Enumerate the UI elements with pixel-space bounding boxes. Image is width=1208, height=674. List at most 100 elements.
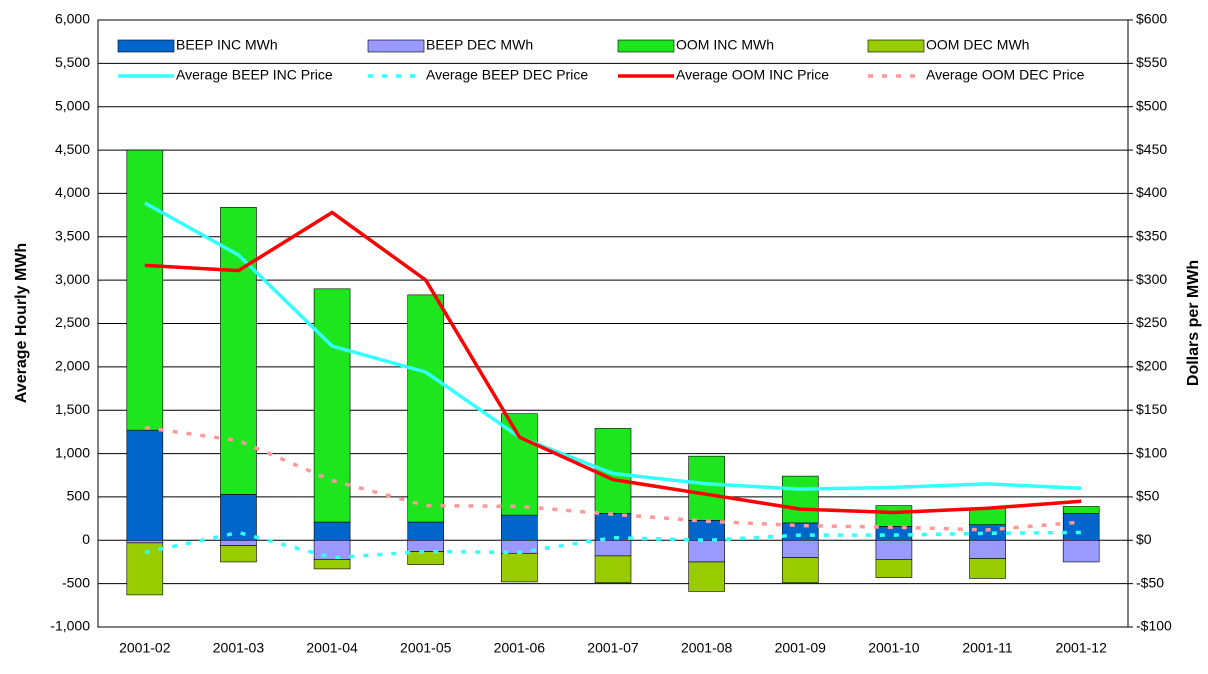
legend-label: OOM DEC MWh — [926, 37, 1029, 53]
y-tick-label: 6,000 — [55, 11, 90, 27]
plot-frame — [97, 19, 1129, 628]
y2-axis-title: Dollars per MWh — [1185, 260, 1202, 386]
bar — [688, 520, 725, 541]
y2-tick-label: $350 — [1136, 227, 1167, 243]
bar — [781, 557, 819, 584]
price-line — [144, 425, 1082, 532]
y-tick-label: 2,000 — [55, 358, 90, 374]
bar — [407, 551, 445, 565]
bar — [407, 539, 445, 552]
bar — [313, 288, 351, 523]
y-tick-label: 4,000 — [55, 184, 90, 200]
bar — [688, 561, 725, 592]
bar — [1062, 513, 1100, 541]
x-tick-label: 2001-05 — [400, 640, 452, 656]
bar — [969, 507, 1006, 525]
bar — [407, 294, 445, 523]
y-tick-label: 5,500 — [55, 54, 90, 70]
y2-tick-label: $500 — [1136, 97, 1167, 113]
y2-tick-label: $450 — [1136, 141, 1167, 157]
y-tick-label: 3,000 — [55, 271, 90, 287]
bar — [781, 522, 819, 541]
y2-tick-label: $550 — [1136, 54, 1167, 70]
bar — [781, 539, 819, 558]
y-tick-label: 5,000 — [55, 97, 90, 113]
bar — [501, 552, 538, 583]
legend-label: BEEP INC MWh — [176, 37, 278, 53]
bar — [313, 539, 351, 560]
bar — [688, 455, 725, 521]
legend-label: Average OOM DEC Price — [926, 67, 1085, 83]
y2-tick-label: $100 — [1136, 444, 1167, 460]
x-tick-label: 2001-03 — [213, 640, 265, 656]
legend-label: OOM INC MWh — [676, 37, 774, 53]
y2-tick-label: $150 — [1136, 401, 1167, 417]
x-tick-label: 2001-07 — [587, 640, 639, 656]
y-tick-label: 500 — [67, 488, 91, 504]
legend-swatch — [117, 39, 175, 53]
x-tick-label: 2001-11 — [962, 640, 1013, 656]
y-tick-label: 1,000 — [55, 444, 90, 460]
bar — [126, 429, 164, 541]
legend-label: Average BEEP INC Price — [176, 67, 333, 83]
bar — [594, 555, 632, 584]
y-tick-label: -1,000 — [50, 618, 90, 634]
y2-tick-label: -$50 — [1136, 574, 1164, 590]
bar — [594, 539, 632, 557]
bar — [220, 207, 257, 495]
price-line — [144, 530, 1082, 560]
bar — [969, 539, 1006, 559]
legend-swatch — [867, 39, 925, 53]
legend-label: Average OOM INC Price — [676, 67, 829, 83]
y2-tick-label: $200 — [1136, 358, 1167, 374]
legend-swatch — [617, 39, 675, 53]
bar — [126, 539, 164, 544]
bar — [313, 521, 351, 541]
bar — [969, 558, 1006, 579]
bar — [313, 559, 351, 570]
x-tick-label: 2001-08 — [681, 640, 733, 656]
bar — [781, 475, 819, 524]
bar — [875, 539, 913, 560]
bar — [407, 521, 445, 541]
y-tick-label: 1,500 — [55, 401, 90, 417]
x-tick-label: 2001-12 — [1055, 640, 1107, 656]
bar — [220, 539, 257, 546]
bar — [501, 514, 538, 541]
y-tick-label: 4,500 — [55, 141, 90, 157]
y2-tick-label: -$100 — [1136, 618, 1172, 634]
bar — [220, 494, 257, 541]
bar — [594, 513, 632, 541]
bar — [969, 524, 1006, 541]
y2-tick-label: $50 — [1136, 488, 1160, 504]
y-tick-label: 2,500 — [55, 314, 90, 330]
bar — [1062, 506, 1100, 514]
x-tick-label: 2001-09 — [775, 640, 827, 656]
y-axis-title: Average Hourly MWh — [13, 243, 30, 403]
legend-label: Average BEEP DEC Price — [426, 67, 588, 83]
price-line — [144, 210, 1082, 515]
legend-label: BEEP DEC MWh — [426, 37, 533, 53]
y2-tick-label: $600 — [1136, 11, 1167, 27]
x-tick-label: 2001-10 — [868, 640, 920, 656]
x-tick-label: 2001-06 — [494, 640, 546, 656]
price-line — [143, 201, 1082, 491]
x-tick-label: 2001-04 — [306, 640, 358, 656]
x-tick-label: 2001-02 — [119, 640, 171, 656]
y-tick-label: 3,500 — [55, 227, 90, 243]
bar — [594, 428, 632, 514]
bar — [875, 505, 913, 527]
bar — [875, 559, 913, 578]
bar — [688, 539, 725, 563]
y2-tick-label: $0 — [1136, 531, 1152, 547]
y2-tick-label: $400 — [1136, 184, 1167, 200]
legend-swatch — [367, 39, 425, 53]
y2-tick-label: $300 — [1136, 271, 1167, 287]
y2-tick-label: $250 — [1136, 314, 1167, 330]
y-tick-label: 0 — [82, 531, 90, 547]
bar — [220, 545, 257, 563]
y-tick-label: -500 — [62, 574, 90, 590]
bar — [1062, 539, 1100, 563]
bar — [126, 149, 164, 431]
